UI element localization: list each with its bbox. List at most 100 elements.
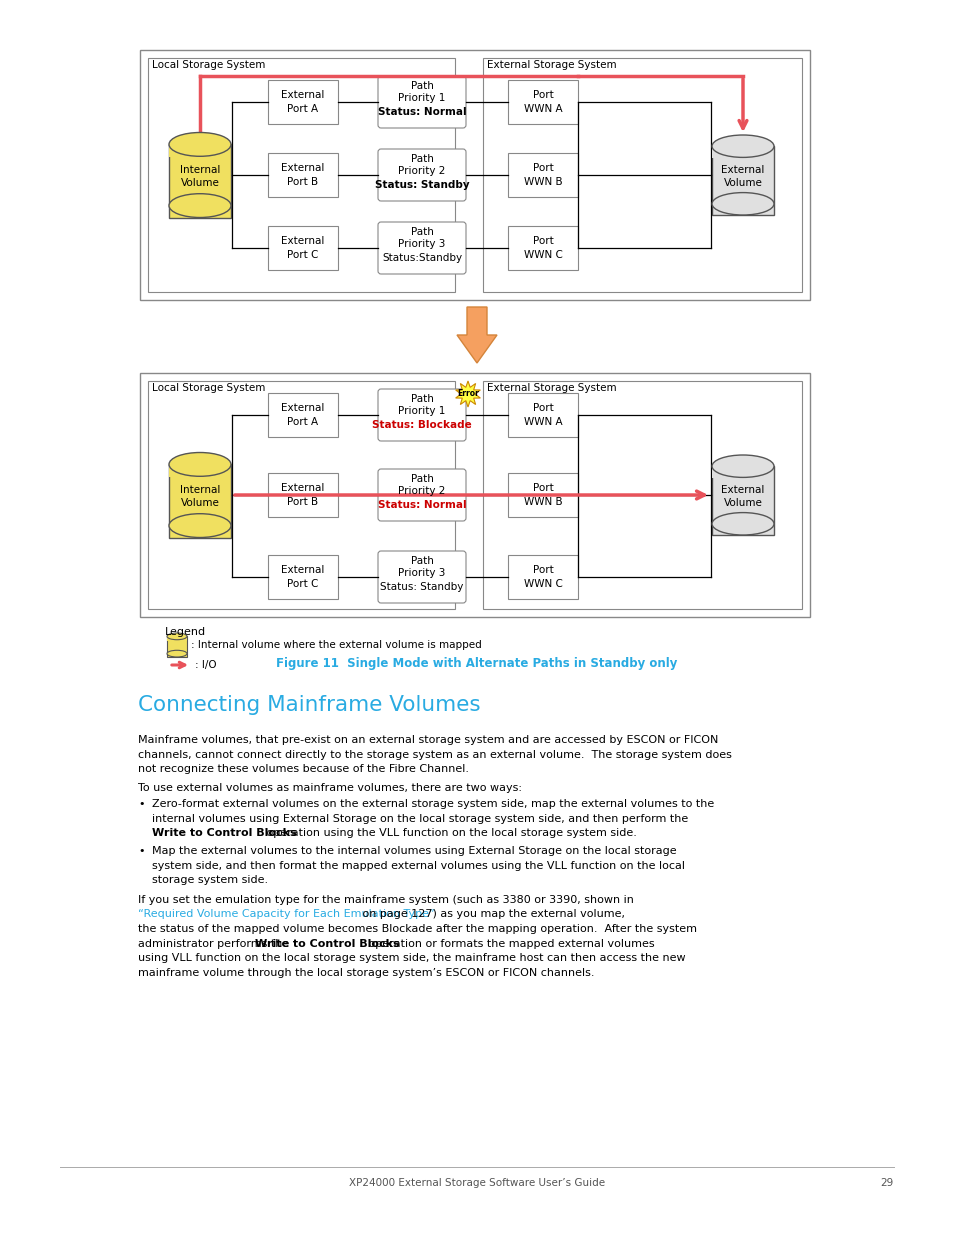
Text: WWN B: WWN B bbox=[523, 496, 561, 508]
FancyBboxPatch shape bbox=[140, 373, 809, 618]
Text: Internal: Internal bbox=[179, 165, 220, 175]
Text: Port: Port bbox=[532, 236, 553, 246]
FancyBboxPatch shape bbox=[377, 77, 465, 128]
Text: WWN B: WWN B bbox=[523, 177, 561, 186]
Text: Path: Path bbox=[410, 82, 433, 91]
FancyBboxPatch shape bbox=[268, 226, 337, 270]
Text: Priority 3: Priority 3 bbox=[398, 568, 445, 578]
Text: Port C: Port C bbox=[287, 579, 318, 589]
Text: External: External bbox=[281, 403, 324, 412]
Text: Port B: Port B bbox=[287, 496, 318, 508]
Text: External: External bbox=[281, 236, 324, 246]
Text: Connecting Mainframe Volumes: Connecting Mainframe Volumes bbox=[138, 695, 480, 715]
Text: Status: Blockade: Status: Blockade bbox=[372, 420, 472, 430]
Text: Path: Path bbox=[410, 154, 433, 164]
Text: Port: Port bbox=[532, 163, 553, 173]
Text: administrator performs the: administrator performs the bbox=[138, 939, 293, 948]
FancyBboxPatch shape bbox=[268, 393, 337, 437]
Text: Port: Port bbox=[532, 564, 553, 576]
Text: WWN C: WWN C bbox=[523, 249, 562, 261]
Text: To use external volumes as mainframe volumes, there are two ways:: To use external volumes as mainframe vol… bbox=[138, 783, 521, 793]
FancyBboxPatch shape bbox=[268, 555, 337, 599]
Text: 29: 29 bbox=[880, 1178, 893, 1188]
Ellipse shape bbox=[169, 452, 231, 477]
Bar bbox=[170, 143, 231, 157]
Text: If you set the emulation type for the mainframe system (such as 3380 or 3390, sh: If you set the emulation type for the ma… bbox=[138, 895, 633, 905]
Text: Port A: Port A bbox=[287, 417, 318, 427]
Text: Status: Standby: Status: Standby bbox=[380, 582, 463, 592]
Bar bbox=[169, 144, 231, 217]
Ellipse shape bbox=[711, 513, 773, 535]
Text: External: External bbox=[281, 483, 324, 493]
Text: Priority 1: Priority 1 bbox=[398, 406, 445, 416]
Bar bbox=[167, 636, 187, 657]
FancyBboxPatch shape bbox=[148, 58, 455, 291]
Text: Port A: Port A bbox=[287, 104, 318, 114]
Text: Write to Control Blocks: Write to Control Blocks bbox=[254, 939, 399, 948]
Text: channels, cannot connect directly to the storage system as an external volume.  : channels, cannot connect directly to the… bbox=[138, 750, 731, 760]
Ellipse shape bbox=[167, 651, 187, 657]
Text: Volume: Volume bbox=[180, 498, 219, 508]
Text: Local Storage System: Local Storage System bbox=[152, 61, 265, 70]
Ellipse shape bbox=[711, 193, 773, 215]
FancyBboxPatch shape bbox=[482, 382, 801, 609]
FancyBboxPatch shape bbox=[482, 58, 801, 291]
Text: Write to Control Blocks: Write to Control Blocks bbox=[152, 829, 296, 839]
Text: Zero-format external volumes on the external storage system side, map the extern: Zero-format external volumes on the exte… bbox=[152, 799, 714, 809]
Text: Port: Port bbox=[532, 483, 553, 493]
Text: : Internal volume where the external volume is mapped: : Internal volume where the external vol… bbox=[191, 640, 481, 650]
Text: External Storage System: External Storage System bbox=[486, 383, 616, 393]
FancyBboxPatch shape bbox=[507, 393, 578, 437]
FancyBboxPatch shape bbox=[377, 222, 465, 274]
Text: the status of the mapped volume becomes Blockade after the mapping operation.  A: the status of the mapped volume becomes … bbox=[138, 924, 697, 934]
Text: Port: Port bbox=[532, 403, 553, 412]
Text: Status: Normal: Status: Normal bbox=[377, 107, 466, 117]
Ellipse shape bbox=[167, 634, 187, 640]
Text: Priority 2: Priority 2 bbox=[398, 487, 445, 496]
Text: Path: Path bbox=[410, 227, 433, 237]
Text: WWN A: WWN A bbox=[523, 417, 561, 427]
Text: : I/O: : I/O bbox=[194, 659, 216, 671]
FancyBboxPatch shape bbox=[140, 49, 809, 300]
FancyBboxPatch shape bbox=[377, 389, 465, 441]
Text: WWN C: WWN C bbox=[523, 579, 562, 589]
FancyBboxPatch shape bbox=[507, 153, 578, 198]
FancyBboxPatch shape bbox=[507, 555, 578, 599]
Text: Status: Normal: Status: Normal bbox=[377, 500, 466, 510]
Bar bbox=[712, 466, 773, 478]
Text: system side, and then format the mapped external volumes using the VLL function : system side, and then format the mapped … bbox=[152, 861, 684, 871]
Text: Map the external volumes to the internal volumes using External Storage on the l: Map the external volumes to the internal… bbox=[152, 846, 676, 856]
Bar bbox=[169, 464, 231, 537]
FancyBboxPatch shape bbox=[507, 473, 578, 517]
FancyBboxPatch shape bbox=[377, 551, 465, 603]
Ellipse shape bbox=[169, 132, 231, 157]
Bar bbox=[711, 146, 773, 215]
Text: External: External bbox=[720, 485, 764, 495]
Bar bbox=[167, 635, 187, 641]
Text: Volume: Volume bbox=[180, 178, 219, 188]
FancyBboxPatch shape bbox=[268, 80, 337, 124]
Text: •: • bbox=[138, 799, 144, 809]
Text: Figure 11  Single Mode with Alternate Paths in Standby only: Figure 11 Single Mode with Alternate Pat… bbox=[276, 657, 677, 669]
Text: Path: Path bbox=[410, 556, 433, 566]
Text: Priority 1: Priority 1 bbox=[398, 93, 445, 103]
Text: internal volumes using External Storage on the local storage system side, and th: internal volumes using External Storage … bbox=[152, 814, 687, 824]
FancyBboxPatch shape bbox=[507, 80, 578, 124]
Ellipse shape bbox=[169, 194, 231, 217]
Text: Path: Path bbox=[410, 474, 433, 484]
Text: Volume: Volume bbox=[722, 498, 761, 508]
Text: storage system side.: storage system side. bbox=[152, 876, 268, 885]
Text: External: External bbox=[281, 163, 324, 173]
Text: Priority 2: Priority 2 bbox=[398, 165, 445, 177]
Bar bbox=[170, 463, 231, 477]
Text: operation using the VLL function on the local storage system side.: operation using the VLL function on the … bbox=[263, 829, 637, 839]
Text: “Required Volume Capacity for Each Emulation Type”: “Required Volume Capacity for Each Emula… bbox=[138, 909, 435, 919]
Text: Port C: Port C bbox=[287, 249, 318, 261]
FancyBboxPatch shape bbox=[377, 149, 465, 201]
Text: Volume: Volume bbox=[722, 178, 761, 188]
Text: Status: Standby: Status: Standby bbox=[375, 180, 469, 190]
Bar bbox=[711, 466, 773, 535]
Ellipse shape bbox=[169, 514, 231, 537]
Text: XP24000 External Storage Software User’s Guide: XP24000 External Storage Software User’s… bbox=[349, 1178, 604, 1188]
Text: WWN A: WWN A bbox=[523, 104, 561, 114]
